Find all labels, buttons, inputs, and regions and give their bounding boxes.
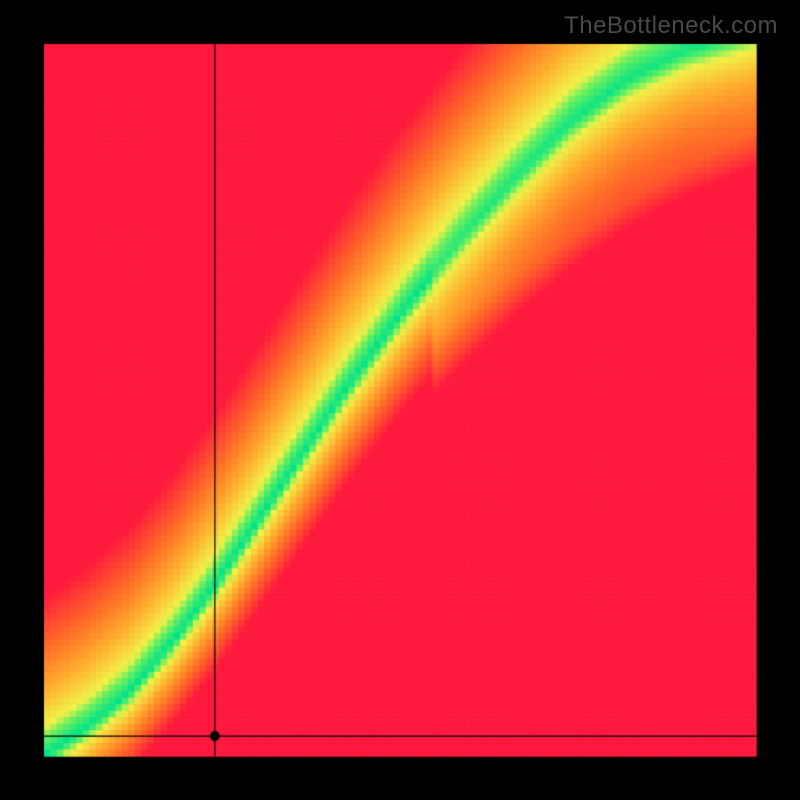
bottleneck-heatmap <box>0 0 800 800</box>
watermark-text: TheBottleneck.com <box>564 12 778 40</box>
chart-container: TheBottleneck.com <box>0 0 800 800</box>
